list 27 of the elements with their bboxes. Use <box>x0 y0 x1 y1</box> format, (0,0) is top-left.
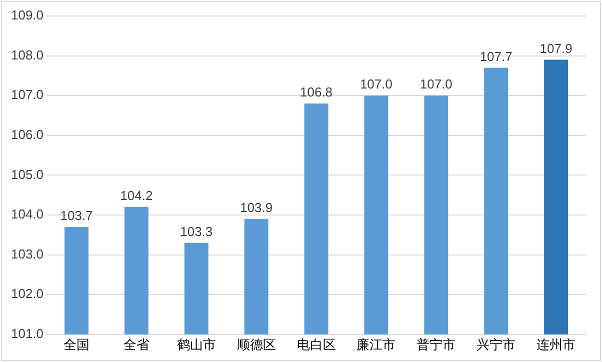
data-label: 107.9 <box>540 40 572 56</box>
x-tick-label: 连州市 <box>536 336 576 352</box>
x-tick-label: 鹤山市 <box>176 336 216 352</box>
x-tick-label: 顺德区 <box>236 336 276 352</box>
data-label: 104.2 <box>120 188 153 204</box>
y-tick-label: 109.0 <box>10 8 44 23</box>
data-label: 103.7 <box>60 208 93 224</box>
y-tick-label: 105.0 <box>10 166 44 182</box>
y-tick-label: 104.0 <box>10 206 44 222</box>
data-label: 103.9 <box>240 200 273 216</box>
data-label: 103.3 <box>180 224 213 239</box>
x-tick-label: 电白区 <box>296 336 336 352</box>
y-tick-label: 107.0 <box>10 87 44 102</box>
x-tick-label: 普宁市 <box>416 336 456 352</box>
data-label: 107.0 <box>360 76 392 92</box>
y-tick-label: 108.0 <box>10 47 44 62</box>
data-label: 107.7 <box>480 48 512 64</box>
y-tick-label: 101.0 <box>10 326 44 341</box>
x-tick-label: 全省 <box>123 336 150 352</box>
y-tick-label: 102.0 <box>10 286 44 302</box>
x-tick-label: 兴宁市 <box>476 336 516 352</box>
data-label: 107.0 <box>420 76 452 92</box>
data-label: 106.8 <box>300 84 333 100</box>
y-tick-label: 106.0 <box>10 126 44 142</box>
x-tick-label: 全国 <box>64 336 90 352</box>
x-tick-label: 廉江市 <box>356 336 396 352</box>
y-tick-label: 103.0 <box>10 246 44 262</box>
